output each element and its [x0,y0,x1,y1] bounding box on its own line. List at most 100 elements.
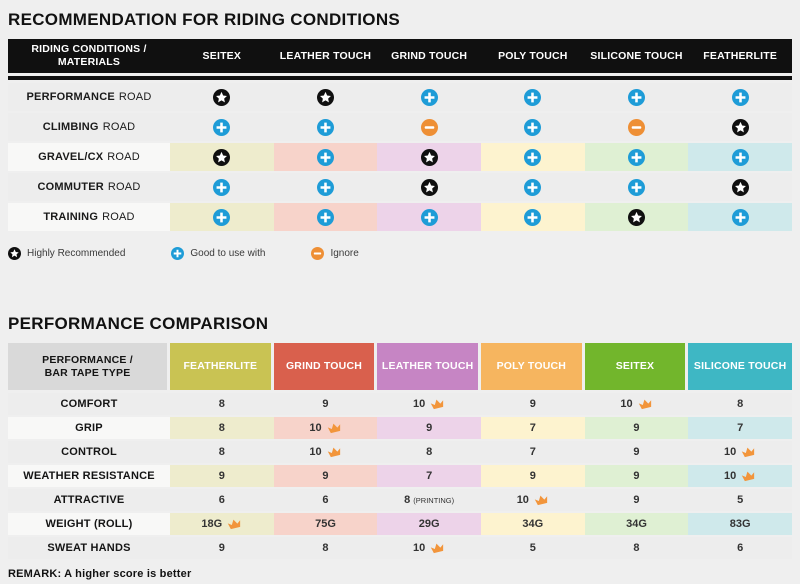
column-header-bar-tape: GRIND TOUCH [273,343,378,390]
minus-icon [627,118,645,136]
score-cell: 5 [688,489,792,511]
riding-conditions-rows: PERFORMANCE ROAD CLIMBING ROAD GRAVEL/CX ROAD… [8,83,792,231]
score-value: 7 [529,422,536,434]
rating-cell [170,203,274,231]
rating-cell [480,113,585,141]
score-value: 10 [413,398,426,410]
score-value: 9 [633,446,640,458]
score-value: 8 [633,542,640,554]
score-cell: 9 [584,465,689,487]
rating-cell [273,83,378,111]
remark-text: REMARK: A higher score is better [8,568,192,580]
star-icon [731,118,749,136]
score-cell: 10 [688,465,792,487]
table-row: COMFORT 8 9 10 9 10 8 [8,393,792,415]
rating-cell [688,83,792,111]
crown-icon [742,447,755,458]
score-value: 9 [218,470,225,482]
rating-cell [584,113,689,141]
row-label: CLIMBING ROAD [8,113,170,141]
star-icon [731,178,749,196]
column-header-bar-tape: POLY TOUCH [480,343,585,390]
score-cell: 9 [377,417,481,439]
plus-icon [316,208,334,226]
plus-icon [316,118,334,136]
score-cell: 8 [273,537,378,559]
score-value: 10 [724,470,737,482]
score-cell: 9 [584,441,689,463]
rating-cell [584,83,689,111]
score-cell: 83G [688,513,792,535]
score-cell: 9 [480,465,585,487]
score-cell: 7 [377,465,481,487]
corner-header-performance: PERFORMANCE / BAR TAPE TYPE [8,343,170,390]
riding-conditions-table: RIDING CONDITIONS / MATERIALS SEITEX LEATHE… [8,39,792,231]
score-value: 8 [218,422,225,434]
rating-cell [273,113,378,141]
column-header-material: POLY TOUCH [498,49,568,62]
score-value: 6 [218,494,225,506]
plus-icon [731,148,749,166]
row-label: WEIGHT (ROLL) [8,513,170,535]
score-value: 9 [633,470,640,482]
score-cell: 8 (PRINTING) [377,489,481,511]
score-value: 8 [218,398,225,410]
table-row: WEIGHT (ROLL) 18G 75G 29G 34G 34G 83G [8,513,792,535]
score-cell: 9 [584,417,689,439]
score-cell: 9 [273,393,378,415]
score-cell: 9 [584,489,689,511]
rating-cell [377,83,481,111]
score-cell: 9 [273,465,378,487]
table-row: COMMUTER ROAD [8,173,792,201]
score-value: 8 [218,446,225,458]
row-label: CONTROL [8,441,170,463]
score-cell: 10 [584,393,689,415]
plus-icon [731,88,749,106]
legend-label: Highly Recommended [27,248,126,259]
score-value: 5 [529,542,536,554]
plus-icon [316,148,334,166]
score-note: (PRINTING) [413,495,455,505]
table-row: CLIMBING ROAD [8,113,792,141]
rating-cell [480,173,585,201]
score-cell: 6 [170,489,274,511]
score-value: 9 [322,470,329,482]
table-row: ATTRACTIVE 6 6 8 (PRINTING) 10 9 5 [8,489,792,511]
rating-cell [170,83,274,111]
score-cell: 10 [273,441,378,463]
column-header-material: FEATHERLITE [703,49,778,62]
score-value: 7 [737,422,744,434]
star-icon [8,247,21,260]
plus-icon [627,178,645,196]
score-value: 9 [633,494,640,506]
column-header-bar-tape: SILICONE TOUCH [688,343,792,390]
score-value: 34G [522,518,544,530]
score-cell: 8 [170,417,274,439]
column-header-bar-tape: FEATHERLITE [170,343,274,390]
score-value: 10 [413,542,426,554]
score-cell: 29G [377,513,481,535]
crown-icon [431,543,444,554]
plus-icon [524,208,542,226]
star-icon [627,208,645,226]
score-value: 9 [633,422,640,434]
crown-icon [327,423,340,434]
plus-icon [420,208,438,226]
corner-header-riding-conditions: RIDING CONDITIONS / MATERIALS [31,43,147,68]
row-label: TRAINING ROAD [8,203,170,231]
score-value: 8 [404,494,411,506]
plus-icon [524,88,542,106]
rating-cell [377,203,481,231]
rating-cell [170,143,274,171]
rating-cell [688,143,792,171]
legend-label: Ignore [330,248,359,259]
plus-icon [316,178,334,196]
score-cell: 8 [584,537,689,559]
star-icon [213,148,231,166]
score-cell: 10 [480,489,585,511]
table-row: GRIP 8 10 9 7 9 7 [8,417,792,439]
rating-cell [170,113,274,141]
score-value: 8 [322,542,329,554]
score-cell: 75G [273,513,378,535]
